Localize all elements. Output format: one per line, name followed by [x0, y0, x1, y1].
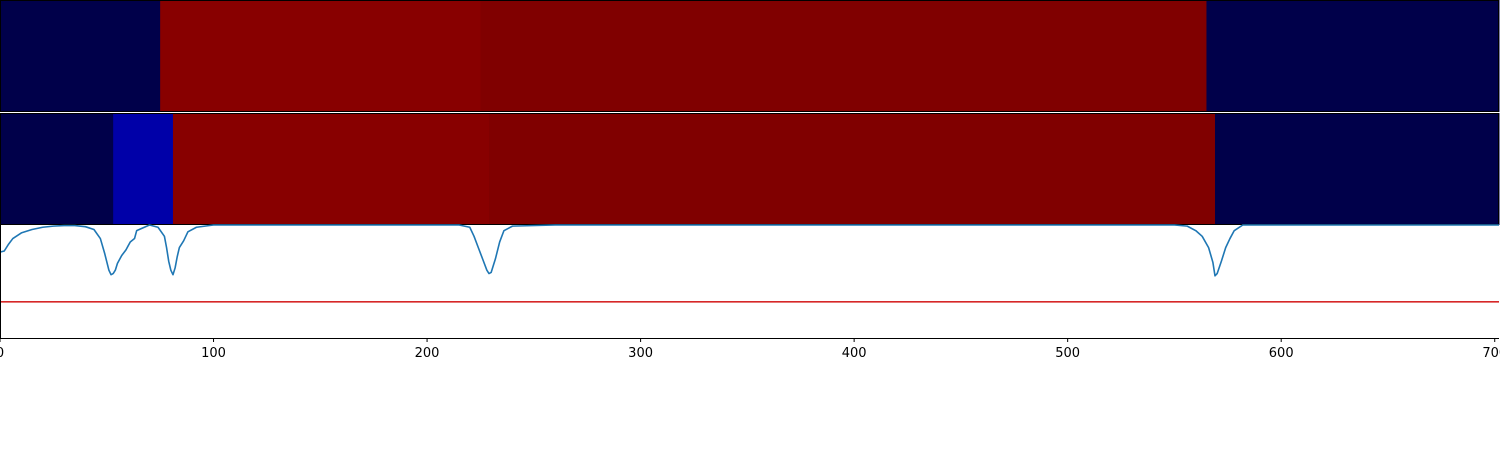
- heatmap-segment: [113, 113, 174, 225]
- plot-background: [0, 225, 1499, 338]
- heatmap-segment: [488, 113, 1216, 225]
- x-tick-label: 0: [0, 346, 4, 361]
- x-tick-label: 100: [201, 346, 226, 361]
- x-tick-label: 500: [1055, 346, 1080, 361]
- heatmap-segment: [0, 0, 161, 112]
- heatmap-segment: [1206, 0, 1500, 112]
- x-tick-label: 400: [842, 346, 867, 361]
- heatmap-segment: [172, 113, 490, 225]
- x-tick-label: 200: [415, 346, 440, 361]
- line-plot-panel: [0, 224, 1499, 339]
- top-heatmap-panel: [0, 0, 1500, 113]
- x-tick-label: 300: [628, 346, 653, 361]
- middle-heatmap-panel: [0, 113, 1500, 225]
- x-axis: 0 100 200 300 400 500 600 700: [0, 338, 1500, 361]
- heatmap-segment: [160, 0, 481, 112]
- x-tick-label: 600: [1269, 346, 1294, 361]
- heatmap-segment: [480, 0, 1207, 112]
- heatmap-segment: [0, 113, 114, 225]
- x-tick-label: 700: [1482, 346, 1500, 361]
- panel-frame: [0, 0, 1499, 112]
- series-line-blue: [0, 224, 1499, 277]
- heatmap-segment: [1215, 113, 1500, 225]
